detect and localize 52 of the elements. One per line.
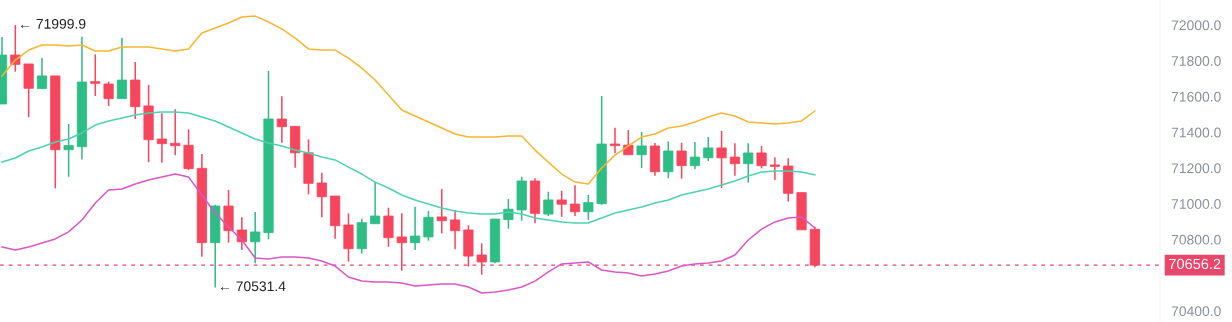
candlestick [116, 36, 128, 100]
candlestick [103, 80, 114, 107]
candlestick [663, 140, 674, 180]
candlestick [170, 108, 181, 157]
candlestick [236, 216, 247, 251]
y-tick-label: 71800.0 [1171, 56, 1221, 66]
y-tick-label: 70800.0 [1171, 234, 1221, 245]
candlestick [343, 212, 354, 263]
y-tick-label: 70400.0 [1171, 306, 1221, 317]
candlestick [383, 206, 394, 248]
line-series [1, 173, 816, 294]
candlestick [716, 130, 727, 189]
candlestick [636, 131, 647, 169]
y-tick-label: 71000.0 [1171, 199, 1221, 209]
candlestick [36, 57, 48, 90]
candlestick [156, 112, 167, 164]
annotation: ← 71999.9 [20, 18, 86, 29]
candlestick [436, 188, 447, 235]
candlestick [63, 123, 74, 178]
candlestick [729, 142, 740, 177]
y-tick-label: 71600.0 [1171, 91, 1221, 102]
line-series [1, 111, 816, 224]
candlestick [609, 126, 621, 155]
candlestick [476, 242, 487, 276]
y-tick-label: 71200.0 [1171, 163, 1221, 174]
candlestick [370, 181, 381, 225]
candlestick [423, 210, 434, 242]
line-series [1, 15, 816, 185]
candlestick [769, 156, 780, 181]
y-tick-label: 72000.0 [1171, 20, 1221, 31]
candlestick [396, 212, 407, 272]
candlestick [316, 172, 327, 219]
candlestick [410, 205, 421, 251]
candlestick [276, 95, 287, 144]
candlestick [503, 198, 514, 230]
candlestick [250, 211, 261, 264]
y-tick-label: 71400.0 [1171, 127, 1221, 138]
candlestick [703, 136, 714, 162]
candlestick [569, 184, 581, 217]
candlestick [756, 145, 767, 170]
candlestick [583, 194, 594, 221]
candlestick [556, 189, 567, 218]
candlestick [743, 142, 754, 184]
candlestick [543, 190, 554, 217]
candlestick [90, 53, 101, 97]
candlestick [689, 141, 701, 170]
ref-line-label: 70656.2 [1169, 258, 1221, 270]
candlestick [183, 128, 194, 171]
candlestick [676, 142, 687, 180]
annotation: ← 70531.4 [220, 281, 286, 292]
candlestick [623, 129, 634, 156]
candlestick [449, 209, 461, 251]
